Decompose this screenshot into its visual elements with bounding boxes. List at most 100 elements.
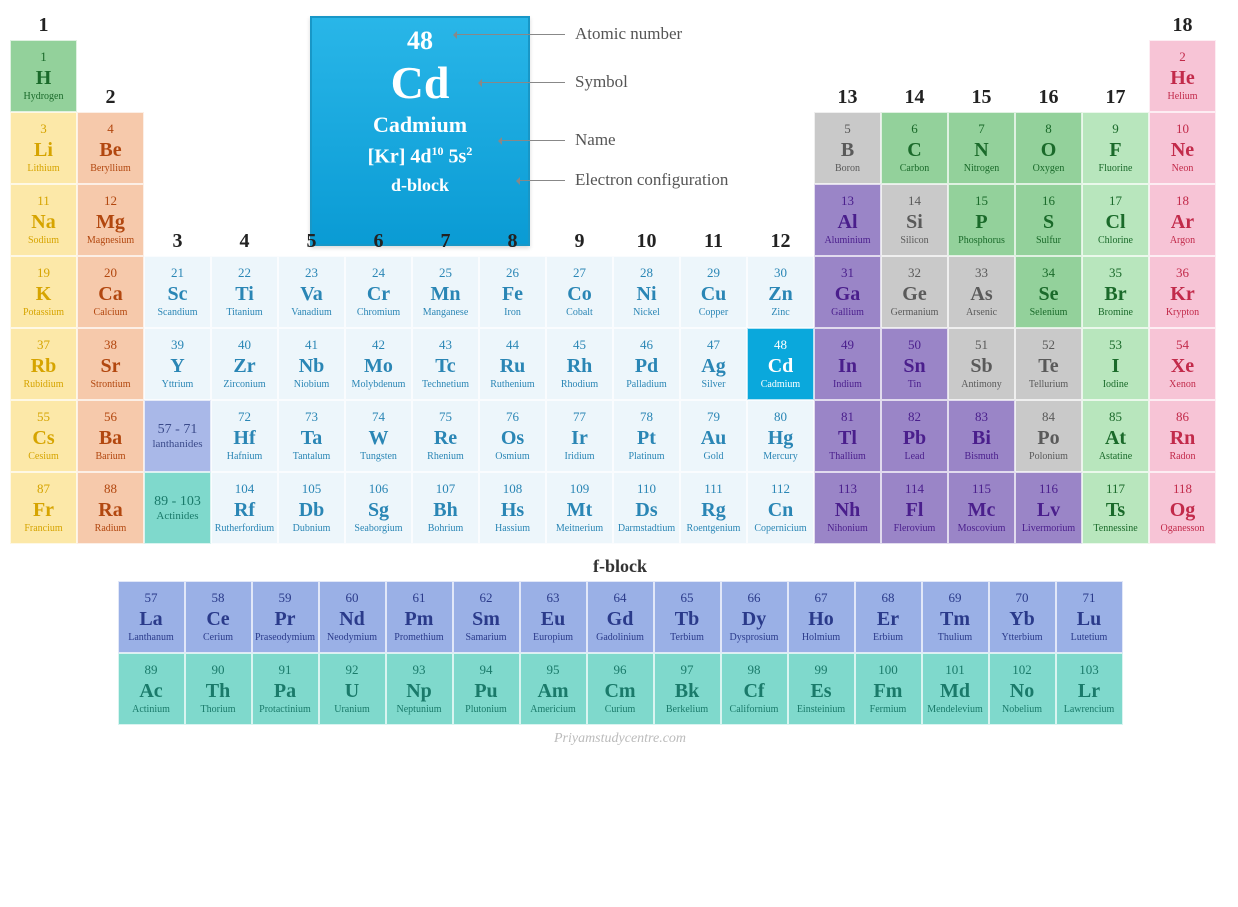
element-name: Copernicium [749, 523, 812, 534]
element-cell-ir: 77IrIridium [546, 400, 613, 472]
element-name: Palladium [615, 379, 678, 390]
element-name: Hassium [481, 523, 544, 534]
element-symbol: Be [79, 139, 142, 161]
atomic-number: 116 [1017, 482, 1080, 496]
element-name: Titanium [213, 307, 276, 318]
element-cell-ts: 117TsTennessine [1082, 472, 1149, 544]
element-name: Americium [522, 704, 585, 715]
element-name: Uranium [321, 704, 384, 715]
element-name: lanthanides [146, 438, 209, 450]
atomic-number: 24 [347, 266, 410, 280]
element-symbol: Nb [280, 355, 343, 377]
atomic-number: 110 [615, 482, 678, 496]
element-symbol: K [12, 283, 75, 305]
element-cell-xe: 54XeXenon [1149, 328, 1216, 400]
atomic-number: 43 [414, 338, 477, 352]
element-name: Indium [816, 379, 879, 390]
element-symbol: C [883, 139, 946, 161]
element-symbol: Ge [883, 283, 946, 305]
element-symbol: Ir [548, 427, 611, 449]
element-symbol: Am [522, 680, 585, 702]
element-cell-br: 35BrBromine [1082, 256, 1149, 328]
atomic-number: 30 [749, 266, 812, 280]
element-name: Calcium [79, 307, 142, 318]
element-name: Samarium [455, 632, 518, 643]
element-name: Rhenium [414, 451, 477, 462]
element-symbol: In [816, 355, 879, 377]
atomic-number: 99 [790, 663, 853, 677]
element-symbol: Rg [682, 499, 745, 521]
element-symbol: Sc [146, 283, 209, 305]
element-symbol: Pt [615, 427, 678, 449]
atomic-number: 57 - 71 [146, 422, 209, 437]
element-name: Germanium [883, 307, 946, 318]
element-name: Gadolinium [589, 632, 652, 643]
element-cell-ho: 67HoHolmium [788, 581, 855, 653]
element-symbol: Co [548, 283, 611, 305]
element-symbol: Y [146, 355, 209, 377]
element-cell-kr: 36KrKrypton [1149, 256, 1216, 328]
element-cell-pt: 78PtPlatinum [613, 400, 680, 472]
element-symbol: Hs [481, 499, 544, 521]
element-cell-tb: 65TbTerbium [654, 581, 721, 653]
atomic-number: 29 [682, 266, 745, 280]
atomic-number: 56 [79, 410, 142, 424]
atomic-number: 45 [548, 338, 611, 352]
element-name: Bismuth [950, 451, 1013, 462]
element-symbol: Cn [749, 499, 812, 521]
atomic-number: 118 [1151, 482, 1214, 496]
element-cell-cf: 98CfCalifornium [721, 653, 788, 725]
element-name: Potassium [12, 307, 75, 318]
element-symbol: Th [187, 680, 250, 702]
atomic-number: 31 [816, 266, 879, 280]
element-symbol: Pb [883, 427, 946, 449]
element-cell-na: 11NaSodium [10, 184, 77, 256]
atomic-number: 49 [816, 338, 879, 352]
element-symbol: Br [1084, 283, 1147, 305]
periodic-table-container: 48 Cd Cadmium [Kr] 4d10 5s2 d-block Atom… [10, 10, 1230, 747]
element-symbol: Ho [790, 608, 853, 630]
element-symbol: Ru [481, 355, 544, 377]
atomic-number: 115 [950, 482, 1013, 496]
group-label-18: 18 [1149, 10, 1216, 40]
group-label-2: 2 [77, 82, 144, 112]
element-cell-fm: 100FmFermium [855, 653, 922, 725]
element-cell-ra: 88RaRadium [77, 472, 144, 544]
element-name: Tungsten [347, 451, 410, 462]
element-cell-pb: 82PbLead [881, 400, 948, 472]
element-name: Bohrium [414, 523, 477, 534]
atomic-number: 41 [280, 338, 343, 352]
atomic-number: 102 [991, 663, 1054, 677]
element-symbol: Ar [1151, 211, 1214, 233]
atomic-number: 66 [723, 591, 786, 605]
element-symbol: Au [682, 427, 745, 449]
element-cell-u: 92UUranium [319, 653, 386, 725]
element-symbol: U [321, 680, 384, 702]
atomic-number: 75 [414, 410, 477, 424]
element-cell-nh: 113NhNihonium [814, 472, 881, 544]
element-symbol: Tc [414, 355, 477, 377]
element-name: Fluorine [1084, 163, 1147, 174]
atomic-number: 76 [481, 410, 544, 424]
atomic-number: 14 [883, 194, 946, 208]
atomic-number: 32 [883, 266, 946, 280]
element-cell-gd: 64GdGadolinium [587, 581, 654, 653]
element-cell-cl: 17ClChlorine [1082, 184, 1149, 256]
element-symbol: Ni [615, 283, 678, 305]
element-name: Meitnerium [548, 523, 611, 534]
element-name: Phosphorus [950, 235, 1013, 246]
element-symbol: Tb [656, 608, 719, 630]
element-name: Astatine [1084, 451, 1147, 462]
element-cell-rg: 111RgRoentgenium [680, 472, 747, 544]
element-cell-pu: 94PuPlutonium [453, 653, 520, 725]
element-name: Einsteinium [790, 704, 853, 715]
element-symbol: Va [280, 283, 343, 305]
element-name: Iodine [1084, 379, 1147, 390]
element-cell-pa: 91PaProtactinium [252, 653, 319, 725]
element-cell-lr: 103LrLawrencium [1056, 653, 1123, 725]
element-name: Mercury [749, 451, 812, 462]
atomic-number: 23 [280, 266, 343, 280]
element-cell-lanthanides: 57 - 71lanthanides [144, 400, 211, 472]
lanthanide-row: 57LaLanthanum58CeCerium59PrPraseodymium6… [10, 581, 1230, 653]
group-label-8: 8 [479, 226, 546, 256]
